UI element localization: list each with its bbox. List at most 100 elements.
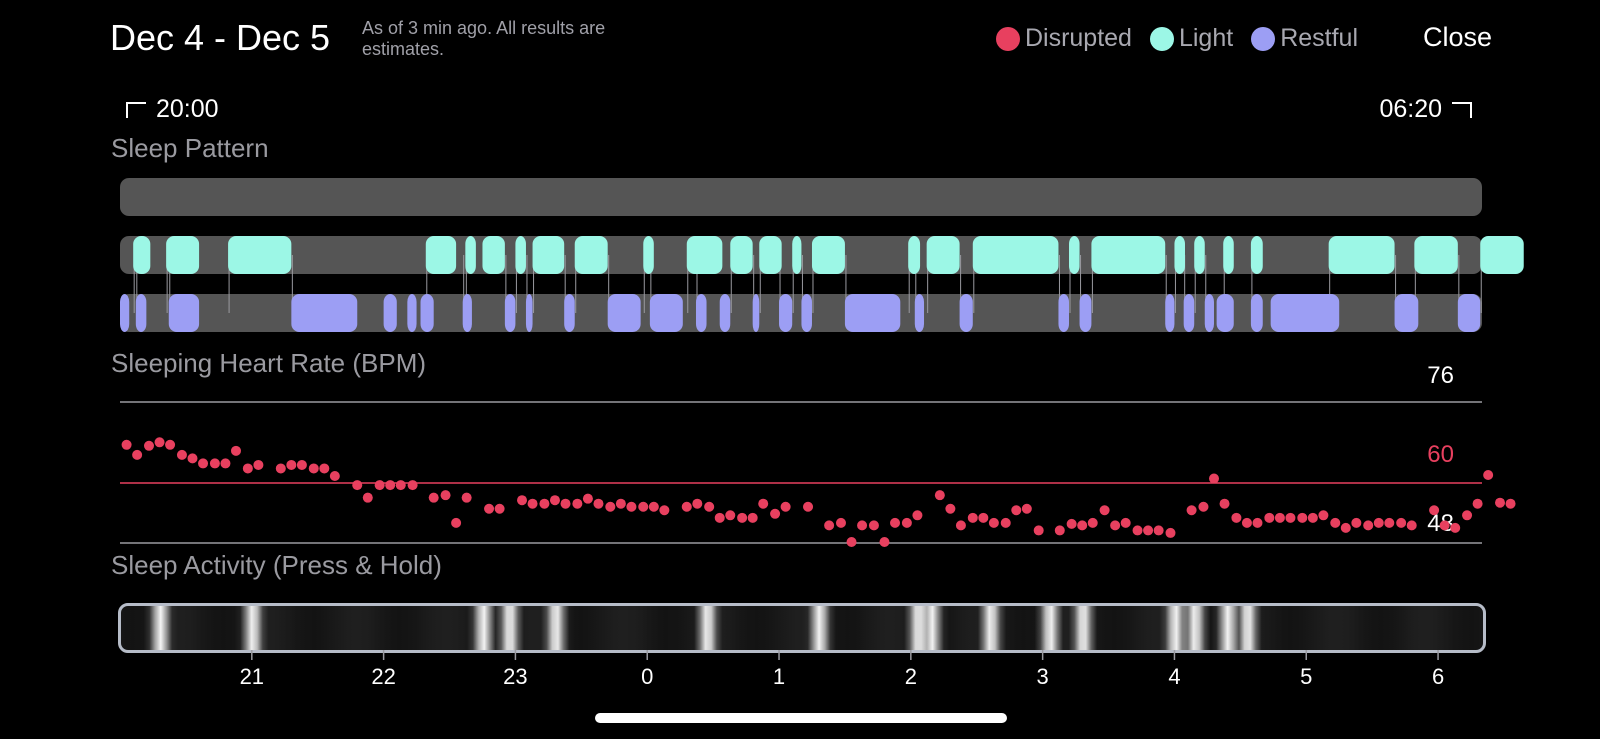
restful-segments: [120, 294, 1481, 332]
legend: Disrupted Light Restful: [984, 24, 1358, 53]
restful-segment: [1058, 294, 1070, 332]
restful-segment: [752, 294, 760, 332]
sleep-activity-strip[interactable]: [118, 603, 1486, 653]
light-segment: [759, 236, 782, 274]
restful-segment: [649, 294, 683, 332]
sleep-pattern-heading: Sleep Pattern: [111, 133, 269, 163]
light-segment: [465, 236, 476, 274]
light-segment: [1194, 236, 1205, 274]
time-range-start[interactable]: 20:00: [116, 95, 219, 124]
restful-segment: [1250, 294, 1263, 332]
bracket-right-icon: [1452, 102, 1472, 119]
disrupted-track: [120, 178, 1482, 216]
legend-label-light: Light: [1178, 24, 1234, 52]
restful-segment: [801, 294, 812, 332]
time-axis-tick-label: 3: [1037, 664, 1049, 689]
restful-segment: [291, 294, 358, 332]
time-axis-tick-label: 4: [1168, 664, 1180, 689]
time-axis-tick-label: 0: [641, 664, 653, 689]
restful-segment: [844, 294, 901, 332]
restful-segment: [564, 294, 575, 332]
restful-segment: [420, 294, 434, 332]
light-segment: [730, 236, 753, 274]
restful-segment: [959, 294, 973, 332]
home-indicator[interactable]: [595, 713, 1007, 723]
page-title: Dec 4 - Dec 5: [110, 17, 331, 58]
light-segment: [908, 236, 921, 274]
restful-segment: [695, 294, 707, 332]
time-end-label: 06:20: [1379, 95, 1442, 123]
restful-segment: [1216, 294, 1234, 332]
restful-segment: [504, 294, 516, 332]
time-axis-tick-label: 23: [503, 664, 527, 689]
restful-segment: [1394, 294, 1419, 332]
restful-segment: [1270, 294, 1340, 332]
disrupted-dot-icon: [995, 26, 1020, 51]
time-axis-tick-label: 2: [905, 664, 917, 689]
light-segment: [482, 236, 505, 274]
light-segment: [228, 236, 292, 274]
heart-rate-min-label: 48: [1427, 510, 1454, 537]
time-axis-tick-label: 5: [1300, 664, 1312, 689]
light-segment: [532, 236, 565, 274]
heart-rate-reference-label: 60: [1427, 441, 1454, 468]
time-range-end[interactable]: 06:20: [1379, 95, 1482, 124]
light-segment: [926, 236, 960, 274]
light-dot-icon: [1149, 26, 1174, 51]
restful-segment: [525, 294, 533, 332]
restful-segment: [168, 294, 200, 332]
subtitle: As of 3 min ago. All results are estimat…: [362, 18, 606, 59]
legend-label-disrupted: Disrupted: [1024, 24, 1132, 52]
light-segment: [1480, 236, 1524, 274]
time-axis-ticks: 21 22 23 0 1 2 3 4 5 6: [240, 650, 1444, 689]
restful-segment: [779, 294, 793, 332]
time-start-label: 20:00: [156, 95, 219, 123]
light-segments: [133, 236, 1524, 274]
time-axis-tick-label: 1: [773, 664, 785, 689]
light-segment: [1328, 236, 1395, 274]
time-axis: 21 22 23 0 1 2 3 4 5 6: [240, 650, 1444, 689]
time-axis-tick-label: 21: [240, 664, 264, 689]
light-segment: [1091, 236, 1166, 274]
light-segment: [574, 236, 608, 274]
heart-rate-max-label: 76: [1427, 362, 1454, 389]
light-segment: [643, 236, 654, 274]
light-segment: [972, 236, 1059, 274]
light-segment: [133, 236, 151, 274]
sleep-activity-heading: Sleep Activity (Press & Hold): [111, 550, 442, 580]
restful-segment: [1457, 294, 1481, 332]
restful-segment: [383, 294, 397, 332]
restful-segment: [1183, 294, 1195, 332]
restful-segment: [407, 294, 417, 332]
light-segment: [1250, 236, 1263, 274]
restful-track: [120, 294, 1482, 332]
restful-dot-icon: [1251, 26, 1276, 51]
restful-segment: [914, 294, 925, 332]
light-segment: [515, 236, 526, 274]
light-segment: [1069, 236, 1080, 274]
light-segment: [1174, 236, 1185, 274]
restful-segment: [1079, 294, 1092, 332]
legend-item-restful: Restful: [1251, 24, 1358, 53]
light-segment: [425, 236, 457, 274]
time-axis-tick-label: 22: [371, 664, 395, 689]
light-segment: [1414, 236, 1458, 274]
restful-segment: [462, 294, 472, 332]
restful-segment: [719, 294, 731, 332]
restful-segment: [1165, 294, 1175, 332]
restful-segment: [120, 294, 130, 332]
restful-segment: [135, 294, 147, 332]
restful-segment: [607, 294, 641, 332]
light-segment: [1223, 236, 1234, 274]
bracket-left-icon: [126, 102, 146, 119]
time-axis-tick-label: 6: [1432, 664, 1444, 689]
legend-item-light: Light: [1149, 24, 1234, 53]
light-segment: [792, 236, 802, 274]
heart-rate-heading: Sleeping Heart Rate (BPM): [111, 348, 427, 378]
legend-label-restful: Restful: [1280, 24, 1358, 52]
close-button[interactable]: Close: [1422, 22, 1492, 52]
light-segment: [686, 236, 723, 274]
legend-item-disrupted: Disrupted: [995, 24, 1132, 53]
light-segment: [166, 236, 200, 274]
